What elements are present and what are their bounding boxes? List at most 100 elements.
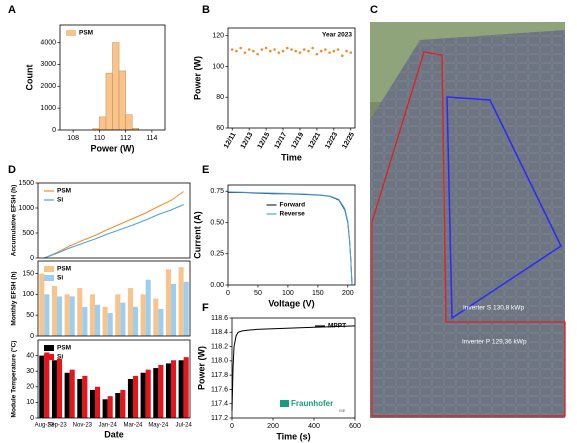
y-tick-label: 80 <box>216 94 224 101</box>
legend-label: PSM <box>57 345 71 352</box>
plot-frame <box>37 260 191 337</box>
legend-label: Si <box>57 354 63 361</box>
x-axis-label: Time (s) <box>276 431 310 441</box>
bar <box>153 368 159 418</box>
point <box>315 52 319 56</box>
bar <box>39 273 45 336</box>
bar <box>57 296 63 336</box>
point <box>328 51 331 54</box>
chart: 117.2 117.4 117.6 117.8 118.0 118.2 118.4 118.6… <box>196 315 361 442</box>
y-tick-label: 10 <box>26 399 34 406</box>
y-axis-label: Count <box>24 65 34 91</box>
y-tick-label: 100 <box>212 63 224 70</box>
y-tick-label: 0 <box>30 333 34 340</box>
bar <box>165 363 171 418</box>
point <box>324 48 327 51</box>
y-tick-label: 118.6 <box>211 315 228 322</box>
bar <box>39 355 45 418</box>
point <box>290 48 293 51</box>
bar <box>51 286 57 336</box>
bar <box>95 304 101 336</box>
plot-frame <box>227 184 356 286</box>
annotation: Fraunhofer <box>291 399 333 408</box>
point <box>277 51 281 54</box>
legend-label: PSM <box>57 266 71 273</box>
y-tick-label: 117.8 <box>211 372 228 379</box>
legend-swatch <box>44 354 54 360</box>
y-tick-label: 0.75 <box>210 188 224 195</box>
panel-label: C <box>370 4 378 16</box>
bar <box>145 369 151 418</box>
inverter-p-outline <box>371 51 566 417</box>
panel-label: B <box>202 4 210 16</box>
x-tick-label: 600 <box>349 423 361 430</box>
bar <box>77 288 83 336</box>
point <box>230 48 234 51</box>
bar <box>171 283 177 336</box>
point <box>252 49 255 53</box>
line <box>231 325 356 411</box>
y-axis-label: Monthly EFSH (h) <box>11 271 18 325</box>
y-tick-label: 3000 <box>40 61 56 68</box>
point <box>349 51 353 54</box>
point <box>336 48 340 51</box>
y-tick-label: 1500 <box>18 180 34 187</box>
bar <box>145 279 151 336</box>
x-tick-label: 12/13 <box>240 131 255 150</box>
bar <box>44 352 50 418</box>
x-tick-label: 400 <box>308 423 320 430</box>
point <box>332 49 336 53</box>
histogram-bar <box>99 116 107 131</box>
y-tick-label: 120 <box>212 33 224 40</box>
x-tick-label: 200 <box>342 290 354 297</box>
y-axis-label: Power (W) <box>192 56 202 100</box>
bar <box>82 306 88 336</box>
legend-label: PSM <box>57 188 71 195</box>
legend-label: Si <box>57 197 63 204</box>
y-tick-label: 0.50 <box>210 219 224 226</box>
x-tick-label: 12/17 <box>274 131 289 150</box>
y-axis-label: Power (W) <box>196 346 206 390</box>
x-tick-label: Mar-24 <box>123 423 143 429</box>
x-tick-label: 0 <box>230 423 234 430</box>
chart: 0.00 0.25 0.50 0.75 0 50 100 150 200 Voltage (V) C… <box>192 184 356 308</box>
photo: Inverter S 130,8 kWp Inverter P 129,36 k… <box>370 22 566 418</box>
bar <box>115 294 121 336</box>
point <box>345 49 348 53</box>
x-tick-label: 108 <box>67 135 79 142</box>
plot-frame <box>59 24 166 131</box>
point <box>235 49 238 53</box>
x-tick-label: 110 <box>94 135 105 142</box>
x-tick-label: 12/11 <box>223 131 238 149</box>
plot-frame <box>231 317 356 419</box>
bar <box>165 269 171 336</box>
bar <box>153 298 159 336</box>
point <box>341 54 344 57</box>
bar <box>140 294 146 336</box>
point <box>311 46 314 50</box>
y-axis-label: Module Temperature (°C) <box>10 341 18 418</box>
y-tick-label: 0 <box>30 415 34 422</box>
bar <box>107 313 113 336</box>
x-axis-label: Power (W) <box>91 143 135 153</box>
panel-label: E <box>202 164 209 176</box>
x-tick-label: 114 <box>146 135 157 142</box>
x-axis-label: Time <box>281 152 302 162</box>
point <box>264 46 268 50</box>
histogram-bar <box>105 72 113 131</box>
y-tick-label: 150 <box>22 270 34 277</box>
x-axis-label: Voltage (V) <box>268 298 314 308</box>
legend-label: Reverse <box>280 211 306 218</box>
panel-label: F <box>202 302 209 314</box>
chart: 60 80 100 120 12/11 12/13 12/15 12/17 12/19 12/21… <box>192 27 356 162</box>
point <box>302 48 306 51</box>
bar <box>183 357 189 418</box>
x-tick-label: Jul-24 <box>175 423 192 429</box>
histogram-bar <box>118 70 126 131</box>
bar <box>127 288 133 336</box>
y-tick-label: 40 <box>26 352 34 359</box>
x-tick-label: 100 <box>282 290 294 297</box>
